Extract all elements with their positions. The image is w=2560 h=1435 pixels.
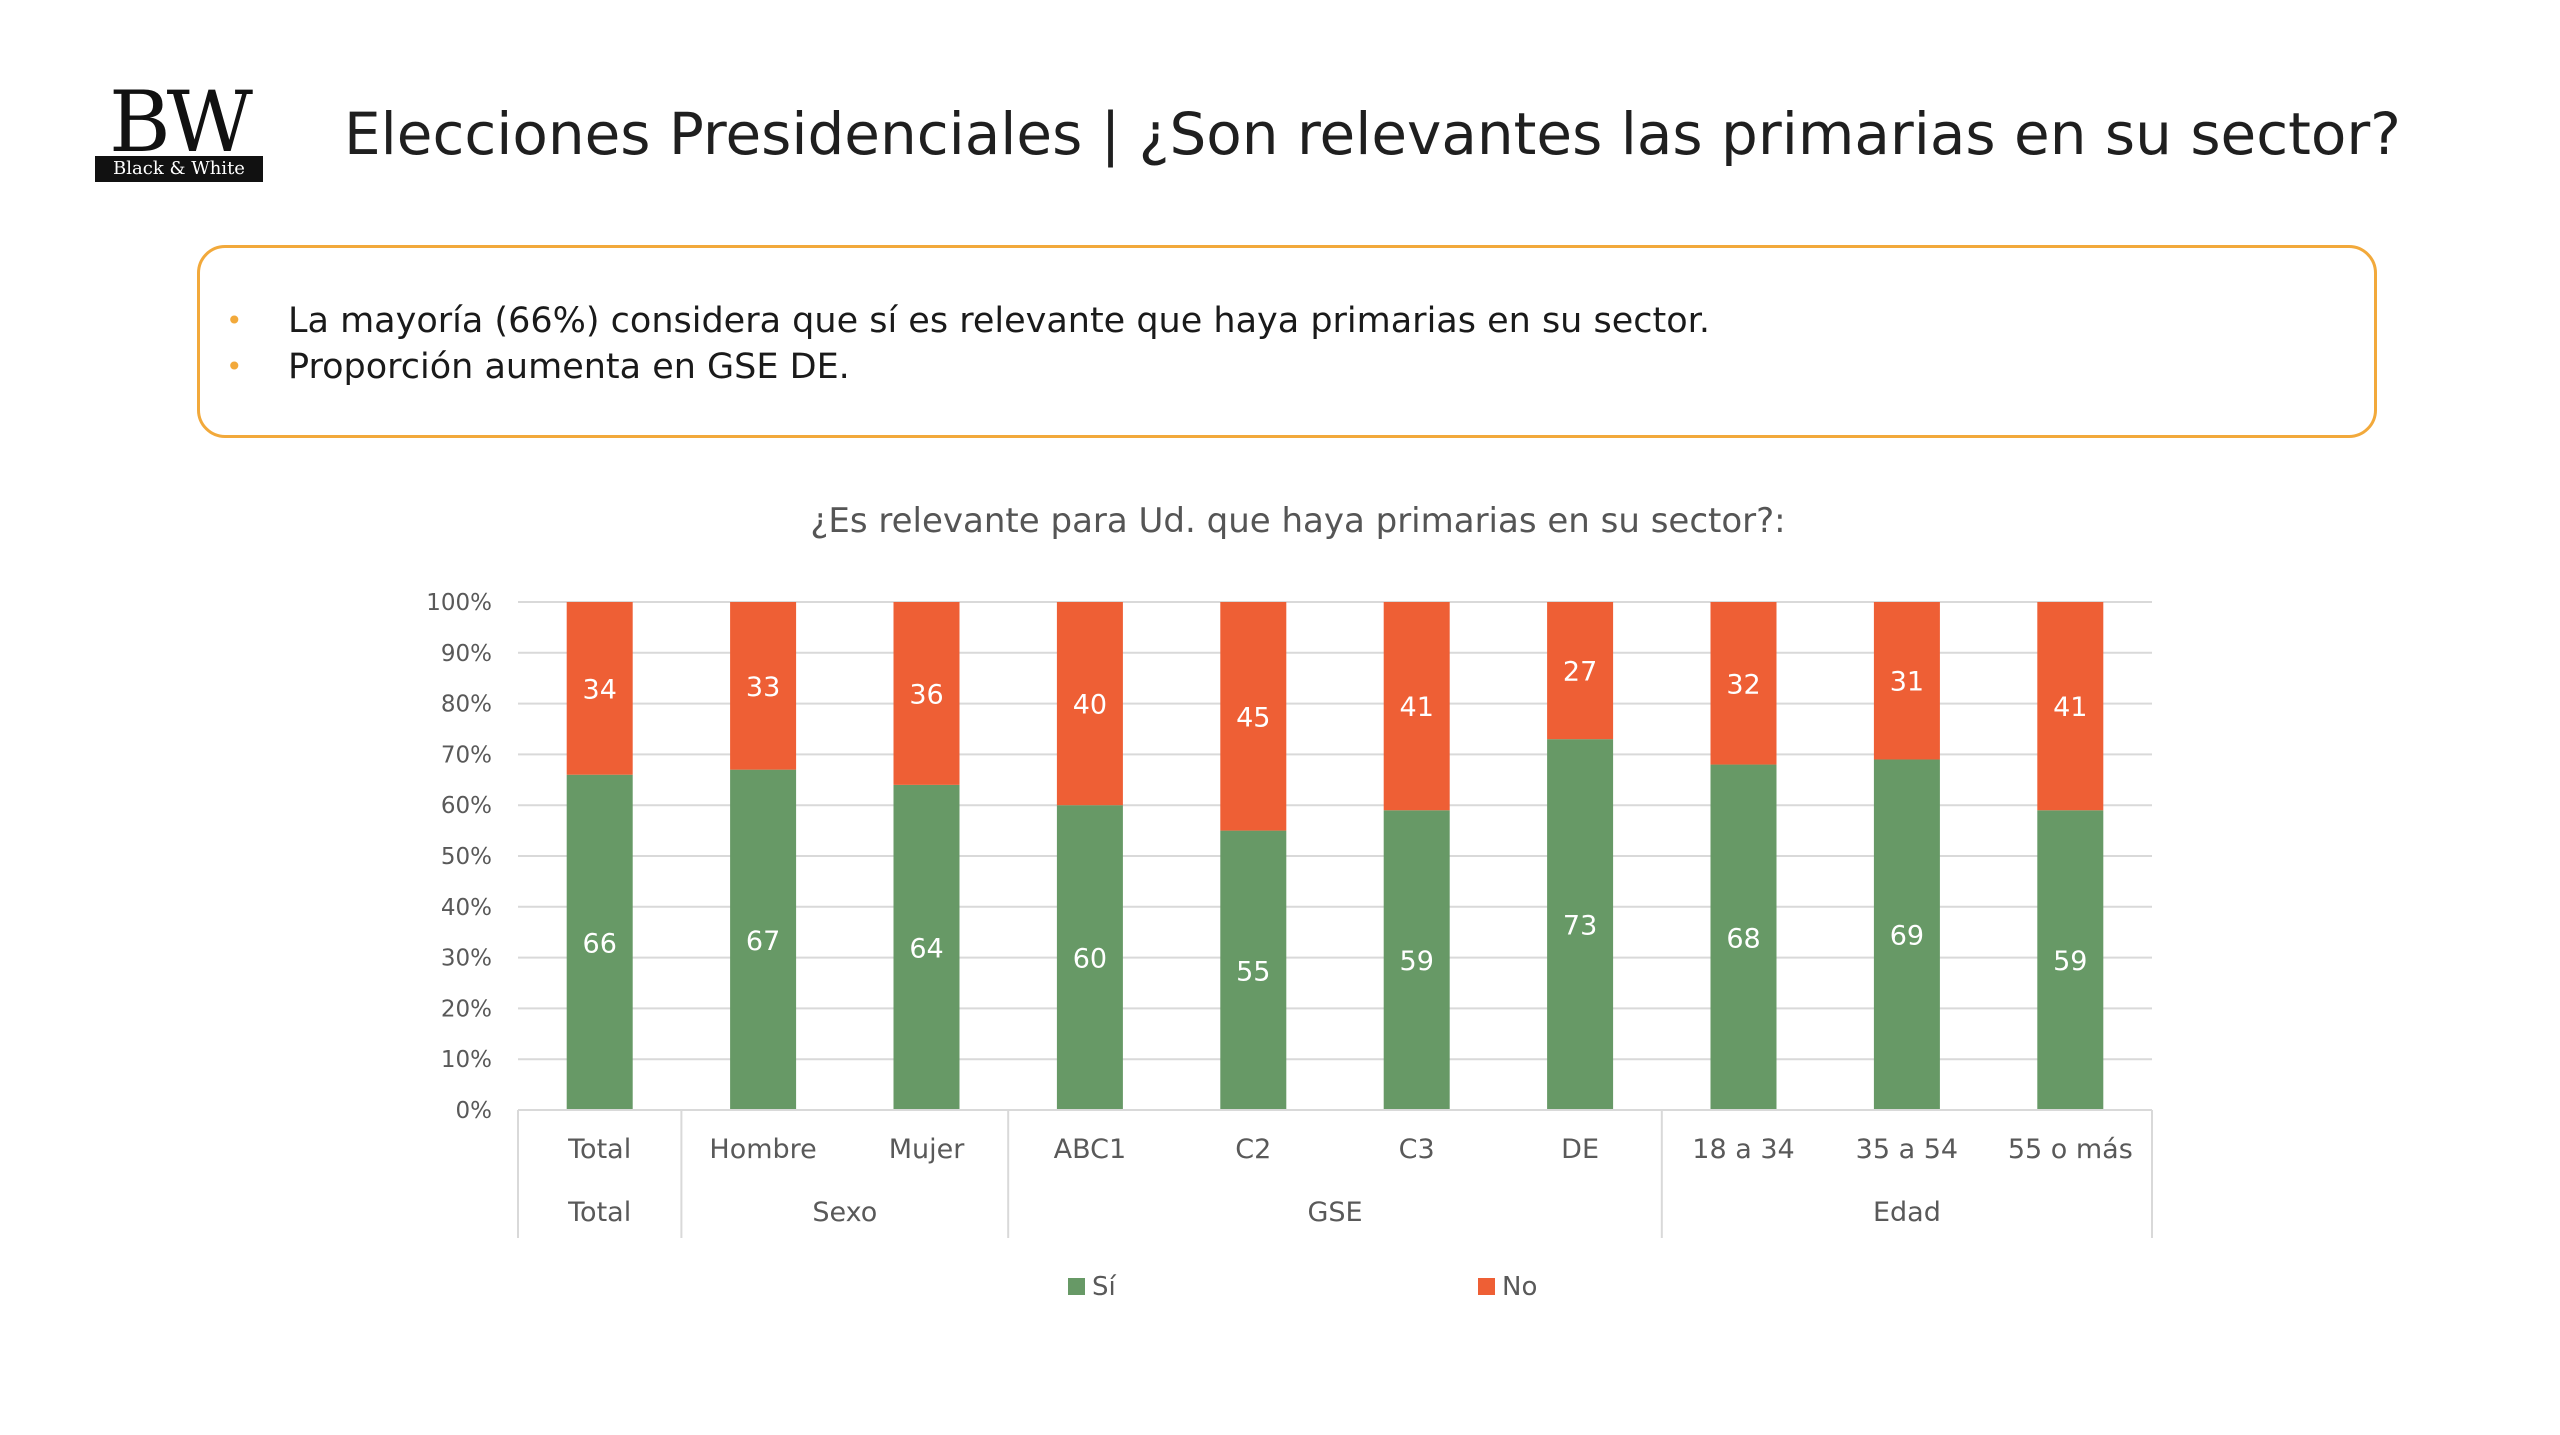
y-tick-label: 100% [426,590,492,616]
data-label: 60 [1073,944,1107,975]
logo-text: Black & White [95,156,263,182]
bar-no [1056,602,1123,806]
bullet-dot: • [226,304,243,337]
y-tick-label: 70% [441,742,492,768]
legend-swatch [1068,1278,1085,1295]
summary-bullet-text: La mayoría (66%) considera que sí es rel… [288,301,1710,341]
x-category-label: ABC1 [1054,1134,1127,1165]
data-label: 55 [1236,956,1270,987]
x-group-label: GSE [1307,1197,1362,1228]
bar-no [2037,602,2104,811]
data-label: 73 [1563,911,1597,942]
y-tick-label: 80% [441,692,492,718]
bar-si [1710,764,1777,1110]
data-label: 41 [1400,692,1434,723]
y-tick-label: 0% [456,1098,493,1124]
bar-no [893,602,960,785]
data-label: 59 [1400,946,1434,977]
data-label: 27 [1563,657,1597,688]
legend-swatch [1478,1278,1495,1295]
x-category-label: 55 o más [2008,1134,2133,1165]
data-label: 33 [746,672,780,703]
bar-no [1873,602,1940,760]
summary-bullet-text: Proporción aumenta en GSE DE. [288,347,850,387]
data-label: 45 [1236,702,1270,733]
x-category-label: C3 [1399,1134,1435,1165]
y-tick-label: 60% [441,793,492,819]
legend-label: No [1502,1272,1537,1302]
stacked-bar-chart: ¿Es relevante para Ud. que haya primaria… [426,501,2153,1302]
brand-logo: BW Black & White [95,74,263,182]
page-title: Elecciones Presidenciales | ¿Son relevan… [344,100,2401,168]
summary-bullet: • Proporción aumenta en GSE DE. [226,344,2374,390]
chart-container: ¿Es relevante para Ud. que haya primaria… [0,470,2560,1350]
bar-si [1873,759,1940,1110]
bar-si [1547,739,1614,1110]
data-label: 34 [583,674,617,705]
summary-list: • La mayoría (66%) considera que sí es re… [226,298,2374,390]
data-label: 67 [746,926,780,957]
bar-si [2037,810,2104,1110]
data-label: 36 [909,679,943,710]
x-category-label: Hombre [709,1134,816,1165]
data-label: 32 [1726,669,1760,700]
bar-si [1220,830,1287,1110]
bar-si [1383,810,1450,1110]
y-tick-label: 20% [441,996,492,1022]
data-label: 31 [1890,667,1924,698]
x-category-label: C2 [1235,1134,1271,1165]
y-tick-label: 90% [441,641,492,667]
bar-si [1056,805,1123,1110]
y-tick-label: 10% [441,1047,492,1073]
bullet-dot: • [226,350,243,383]
logo-mark: BW [108,73,253,171]
data-label: 69 [1890,921,1924,952]
x-group-label: Edad [1873,1197,1941,1228]
data-label: 59 [2053,946,2087,977]
y-tick-label: 50% [441,844,492,870]
summary-bullet: • La mayoría (66%) considera que sí es re… [226,298,2374,344]
x-category-label: 18 a 34 [1692,1134,1794,1165]
data-label: 64 [909,933,943,964]
bar-no [1220,602,1287,831]
bar-no [1383,602,1450,811]
summary-box: • La mayoría (66%) considera que sí es re… [197,245,2377,438]
y-tick-label: 40% [441,895,492,921]
bar-si [893,784,960,1110]
x-category-label: DE [1561,1134,1599,1165]
x-category-label: Total [567,1134,631,1165]
data-label: 41 [2053,692,2087,723]
x-category-label: 35 a 54 [1856,1134,1958,1165]
bar-no [1547,602,1614,740]
bar-no [1710,602,1777,765]
bar-no [566,602,633,775]
x-category-label: Mujer [889,1134,966,1165]
bar-si [730,769,797,1110]
data-label: 68 [1726,923,1760,954]
legend-label: Sí [1092,1272,1117,1302]
data-label: 40 [1073,690,1107,721]
x-group-label: Total [567,1197,631,1228]
x-group-label: Sexo [812,1197,877,1228]
data-label: 66 [583,928,617,959]
bar-no [730,602,797,770]
y-tick-label: 30% [441,946,492,972]
bar-si [566,774,633,1110]
chart-title: ¿Es relevante para Ud. que haya primaria… [810,501,1785,541]
